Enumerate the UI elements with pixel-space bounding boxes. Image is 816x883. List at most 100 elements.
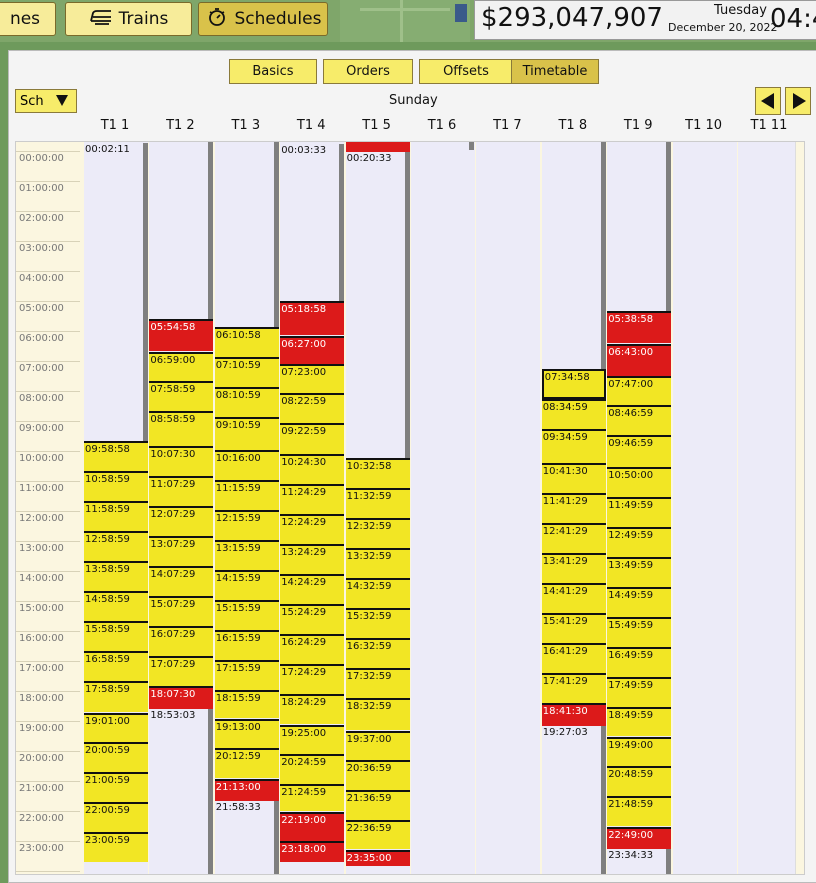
train-column-header[interactable]: T1 4 [296, 118, 326, 133]
departure-block[interactable]: 15:49:59 [607, 616, 672, 647]
schedules-button[interactable]: Schedules [198, 2, 328, 36]
train-column-header[interactable]: T1 1 [100, 118, 130, 133]
train-column-header[interactable]: T1 3 [231, 118, 261, 133]
departure-block[interactable]: 19:01:00 [84, 712, 148, 743]
departure-block[interactable]: 12:24:29 [280, 514, 345, 545]
departure-block[interactable]: 09:22:59 [280, 423, 345, 455]
late-departure-block[interactable]: 05:54:58 [149, 319, 214, 352]
train-column[interactable]: 00:20:33 10:32:58 11:32:59 12:32:59 13:32:59… [345, 142, 410, 874]
departure-block[interactable]: 20:00:59 [84, 742, 148, 773]
train-column-header[interactable]: T1 11 [750, 118, 788, 133]
departure-block[interactable]: 20:48:59 [607, 766, 672, 797]
trains-button[interactable]: Trains [65, 2, 192, 36]
departure-block[interactable]: 17:15:59 [214, 659, 279, 690]
train-column[interactable]: 06:10:58 07:10:59 08:10:59 09:10:59 10:16:00… [214, 142, 279, 874]
departure-block[interactable]: 13:41:29 [541, 552, 606, 583]
late-departure-block[interactable]: 22:49:00 [607, 826, 672, 850]
departure-block[interactable]: 21:36:59 [345, 790, 410, 821]
train-column-header[interactable]: T1 2 [166, 118, 195, 133]
late-departure-block[interactable]: 22:19:00 [280, 811, 345, 841]
late-departure-block[interactable]: 06:27:00 [280, 335, 345, 364]
train-column-header[interactable]: T1 6 [427, 118, 457, 133]
train-column-header[interactable]: T1 10 [685, 118, 723, 133]
train-column[interactable] [411, 142, 475, 874]
departure-block[interactable]: 18:32:59 [345, 698, 410, 731]
departure-block[interactable]: 14:15:59 [214, 569, 279, 600]
departure-block[interactable]: 09:34:59 [541, 429, 606, 463]
departure-block[interactable]: 12:58:59 [84, 531, 148, 562]
departure-block[interactable]: 17:24:29 [280, 664, 345, 695]
departure-block[interactable]: 11:49:59 [607, 496, 672, 527]
departure-block[interactable]: 12:41:29 [541, 522, 606, 553]
departure-block[interactable]: 11:15:59 [214, 479, 279, 510]
departure-block[interactable]: 10:16:00 [214, 450, 279, 480]
tab-basics[interactable]: Basics [229, 59, 317, 84]
departure-block[interactable]: 13:24:29 [280, 544, 345, 575]
departure-block[interactable]: 18:49:59 [607, 706, 672, 737]
departure-block[interactable]: 17:07:29 [149, 655, 214, 686]
late-departure-block[interactable]: 23:35:00 [345, 849, 410, 866]
departure-block[interactable]: 09:46:59 [607, 435, 672, 467]
train-column[interactable]: 07:34:58 08:34:59 09:34:59 10:41:30 11:41:29… [541, 142, 606, 874]
late-departure-block[interactable]: 06:43:00 [607, 343, 672, 376]
train-column[interactable]: 00:02:11 09:58:58 10:58:59 11:58:59 12:58:59… [84, 142, 148, 874]
departure-block[interactable]: 16:24:29 [280, 634, 345, 665]
departure-block[interactable]: 08:46:59 [607, 405, 672, 436]
departure-block[interactable]: 10:32:58 [345, 458, 410, 489]
departure-block[interactable]: 16:58:59 [84, 651, 148, 682]
departure-block[interactable]: 16:07:29 [149, 625, 214, 656]
departure-block[interactable]: 16:15:59 [214, 629, 279, 660]
departure-block[interactable]: 16:32:59 [345, 638, 410, 669]
departure-block[interactable]: 11:07:29 [149, 475, 214, 506]
departure-block[interactable]: 10:50:00 [607, 467, 672, 497]
departure-block[interactable]: 15:24:29 [280, 604, 345, 635]
departure-block[interactable]: 11:41:29 [541, 492, 606, 523]
departure-block[interactable]: 11:24:29 [280, 484, 345, 515]
departure-block[interactable]: 16:49:59 [607, 646, 672, 677]
departure-block[interactable]: 23:00:59 [84, 832, 148, 862]
departure-block[interactable]: 09:10:59 [214, 417, 279, 450]
prev-day-button[interactable] [755, 87, 781, 115]
train-column[interactable] [476, 142, 541, 874]
train-column[interactable] [672, 142, 737, 874]
departure-block[interactable]: 14:58:59 [84, 591, 148, 622]
schedule-select[interactable]: Sch [15, 89, 77, 113]
departure-block[interactable]: 15:58:59 [84, 621, 148, 652]
departure-block[interactable]: 22:00:59 [84, 802, 148, 833]
departure-block[interactable]: 12:49:59 [607, 526, 672, 557]
departure-block[interactable]: 19:49:00 [607, 736, 672, 767]
departure-block[interactable]: 17:32:59 [345, 668, 410, 699]
tab-orders[interactable]: Orders [323, 59, 413, 84]
departure-block[interactable]: 07:10:59 [214, 357, 279, 388]
departure-block[interactable]: 20:24:59 [280, 754, 345, 785]
departure-block[interactable]: 18:24:29 [280, 694, 345, 725]
departure-label[interactable]: 19:27:03 [542, 726, 588, 738]
departure-label[interactable]: 00:20:33 [346, 153, 392, 165]
departure-block[interactable]: 14:41:29 [541, 582, 606, 613]
departure-block[interactable]: 06:10:58 [214, 327, 279, 358]
departure-block[interactable]: 16:41:29 [541, 642, 606, 673]
train-column[interactable]: 00:03:33 05:18:58 06:27:00 07:23:00 08:22:59… [280, 142, 345, 874]
departure-block[interactable]: 17:58:59 [84, 681, 148, 713]
late-departure-block[interactable]: 23:18:00 [280, 841, 345, 862]
tab-offsets[interactable]: Offsets [419, 59, 513, 84]
departure-block[interactable]: 21:24:59 [280, 784, 345, 812]
departure-block[interactable]: 13:15:59 [214, 539, 279, 570]
departure-block[interactable]: 12:15:59 [214, 509, 279, 540]
late-departure-block[interactable]: 05:18:58 [280, 301, 345, 336]
vertical-scrollbar[interactable] [795, 142, 804, 874]
departure-block[interactable]: 07:58:59 [149, 381, 214, 412]
departure-block[interactable]: 12:07:29 [149, 505, 214, 536]
departure-block[interactable]: 18:15:59 [214, 689, 279, 719]
train-column[interactable] [738, 142, 802, 874]
departure-block[interactable]: 15:32:59 [345, 608, 410, 639]
departure-label[interactable]: 21:58:33 [215, 802, 261, 814]
departure-block[interactable]: 08:22:59 [280, 393, 345, 424]
departure-block[interactable]: 10:24:30 [280, 454, 345, 485]
departure-block[interactable]: 13:32:59 [345, 548, 410, 579]
departure-block[interactable]: 20:12:59 [214, 748, 279, 779]
departure-block[interactable]: 10:58:59 [84, 471, 148, 502]
departure-block[interactable]: 11:58:59 [84, 501, 148, 532]
train-column-header[interactable]: T1 7 [493, 118, 522, 133]
departure-block[interactable]: 07:47:00 [607, 375, 672, 406]
